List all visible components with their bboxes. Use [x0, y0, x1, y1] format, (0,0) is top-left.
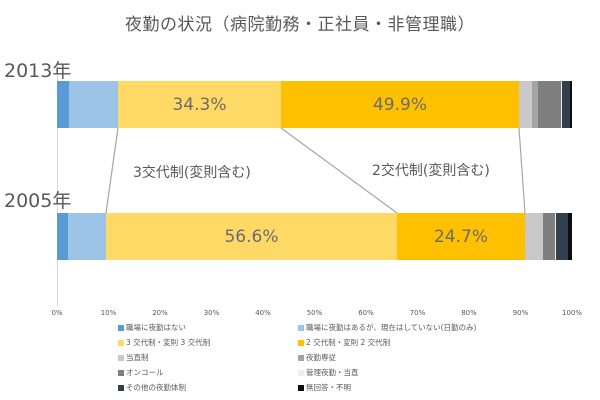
- x-tick: 60%: [358, 309, 374, 317]
- data-label: 24.7%: [433, 226, 488, 247]
- x-tick: 50%: [306, 309, 323, 317]
- data-label: 34.3%: [172, 94, 227, 115]
- legend-item: 2 交代制・変則 2 交代制: [298, 337, 390, 348]
- data-label: 56.6%: [224, 226, 279, 247]
- annotation-three-shift: 3交代制(変則含む): [133, 165, 251, 181]
- legend-swatch: [118, 385, 124, 391]
- legend-swatch: [298, 325, 304, 331]
- legend-item: 職場に夜勤はない: [118, 322, 186, 333]
- segment-no-night-shift: [57, 213, 68, 260]
- legend-item: 無回答・不明: [298, 382, 351, 393]
- legend-item: 当直制: [118, 352, 149, 363]
- legend-swatch: [298, 385, 304, 391]
- legend-swatch: [298, 355, 304, 361]
- segment-no-answer: [570, 81, 572, 128]
- segment-duty: [525, 213, 543, 260]
- segment-day-only: [68, 213, 106, 260]
- segment-other: [562, 81, 570, 128]
- legend-swatch: [118, 325, 124, 331]
- segment-three-shift: 56.6%: [106, 213, 397, 260]
- data-label: 49.9%: [372, 94, 427, 115]
- segment-two-shift: 49.9%: [281, 81, 519, 128]
- x-tick: 70%: [409, 309, 426, 317]
- y-axis-line: [57, 66, 58, 306]
- segment-no-answer: [568, 213, 572, 260]
- legend-item: 管理夜勤・当直: [298, 367, 359, 378]
- bar-2005: 56.6% 24.7%: [57, 213, 572, 260]
- x-tick: 0%: [51, 309, 63, 317]
- legend-item: 3 交代制・変則 3 交代制: [118, 337, 210, 348]
- category-label-2005: 2005年: [4, 190, 72, 212]
- annotation-two-shift: 2交代制(変則含む): [372, 163, 490, 179]
- x-tick: 40%: [255, 309, 271, 317]
- segment-manager-duty: [555, 213, 556, 260]
- legend-swatch: [118, 355, 124, 361]
- x-tick: 80%: [461, 309, 477, 317]
- segment-other: [556, 213, 568, 260]
- segment-on-call: [538, 81, 561, 128]
- segment-no-night-shift: [57, 81, 69, 128]
- legend-item: 夜勤専従: [298, 352, 336, 363]
- segment-manager-duty: [561, 81, 562, 128]
- legend-swatch: [298, 340, 304, 346]
- segment-three-shift: 34.3%: [118, 81, 281, 128]
- legend-swatch: [118, 370, 124, 376]
- legend-item: 職場に夜勤はあるが、現在はしていない(日勤のみ): [298, 322, 476, 333]
- x-tick: 90%: [512, 309, 529, 317]
- x-tick: 100%: [561, 309, 583, 317]
- x-tick: 10%: [100, 309, 117, 317]
- chart-title: 夜勤の状況（病院勤務・正社員・非管理職）: [125, 15, 475, 35]
- segment-day-only: [69, 81, 118, 128]
- segment-duty: [519, 81, 532, 128]
- segment-on-call: [543, 213, 555, 260]
- segment-night-only: [532, 81, 538, 128]
- legend-swatch: [118, 340, 124, 346]
- legend-swatch: [298, 370, 304, 376]
- segment-two-shift: 24.7%: [397, 213, 525, 260]
- x-tick: 30%: [203, 309, 220, 317]
- bar-2013: 34.3% 49.9%: [57, 81, 572, 128]
- legend-item: その他の夜勤体制: [118, 382, 186, 393]
- legend-item: オンコール: [118, 367, 164, 378]
- category-label-2013: 2013年: [4, 60, 72, 82]
- x-tick: 20%: [152, 309, 168, 317]
